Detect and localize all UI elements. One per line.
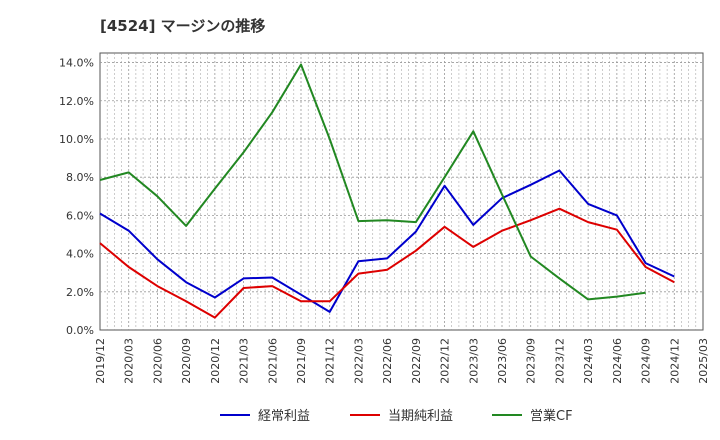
plot-frame	[99, 52, 704, 331]
x-tick-label: 2021/12	[324, 338, 337, 384]
x-tick-label: 2021/09	[295, 338, 308, 384]
x-tick-label: 2022/12	[439, 338, 452, 384]
x-tick-label: 2020/03	[123, 338, 136, 384]
x-tick-label: 2023/03	[467, 338, 480, 384]
legend-label-2: 営業CF	[530, 408, 573, 424]
x-tick-label: 2023/12	[553, 338, 566, 384]
legend-label-0: 経常利益	[258, 409, 310, 424]
x-tick-label: 2023/06	[496, 338, 509, 384]
x-tick-label: 2024/06	[611, 338, 624, 384]
y-tick-label: 4.0%	[66, 248, 94, 261]
x-tick-label: 2022/03	[352, 338, 365, 384]
chart-title: [4524] マージンの推移	[100, 17, 265, 35]
x-tick-label: 2023/09	[525, 338, 538, 384]
x-tick-label: 2020/12	[209, 338, 222, 384]
y-tick-label: 8.0%	[66, 171, 94, 184]
x-tick-label: 2021/03	[238, 338, 251, 384]
grid	[100, 53, 703, 330]
plot-area	[99, 52, 704, 331]
series-line-0	[99, 169, 675, 313]
y-tick-label: 2.0%	[66, 286, 94, 299]
series-lines	[99, 63, 675, 319]
x-tick-label: 2022/09	[410, 338, 423, 384]
y-tick-label: 12.0%	[59, 95, 94, 108]
y-tick-label: 14.0%	[59, 57, 94, 70]
x-tick-label: 2019/12	[94, 338, 107, 384]
x-tick-label: 2024/09	[640, 338, 653, 384]
x-tick-label: 2020/06	[151, 338, 164, 384]
y-tick-label: 6.0%	[66, 209, 94, 222]
series-line-1	[99, 207, 675, 319]
series-line-2	[99, 63, 646, 301]
x-tick-label: 2022/06	[381, 338, 394, 384]
x-tick-label: 2021/06	[266, 338, 279, 384]
y-axis-ticks: 0.0% 2.0% 4.0% 6.0% 8.0% 10.0% 12.0% 14.0%	[59, 57, 94, 337]
x-tick-label: 2025/03	[697, 338, 710, 384]
legend-label-1: 当期純利益	[388, 409, 453, 424]
x-tick-label: 2020/09	[180, 338, 193, 384]
x-axis-ticks: 2019/12 2020/03 2020/06 2020/09 2020/12 2021/…	[94, 338, 710, 384]
y-tick-label: 10.0%	[59, 133, 94, 146]
x-tick-label: 2024/03	[582, 338, 595, 384]
y-tick-label: 0.0%	[66, 324, 94, 337]
x-tick-label: 2024/12	[668, 338, 681, 384]
legend: 経常利益 当期純利益 営業CF	[220, 408, 573, 424]
